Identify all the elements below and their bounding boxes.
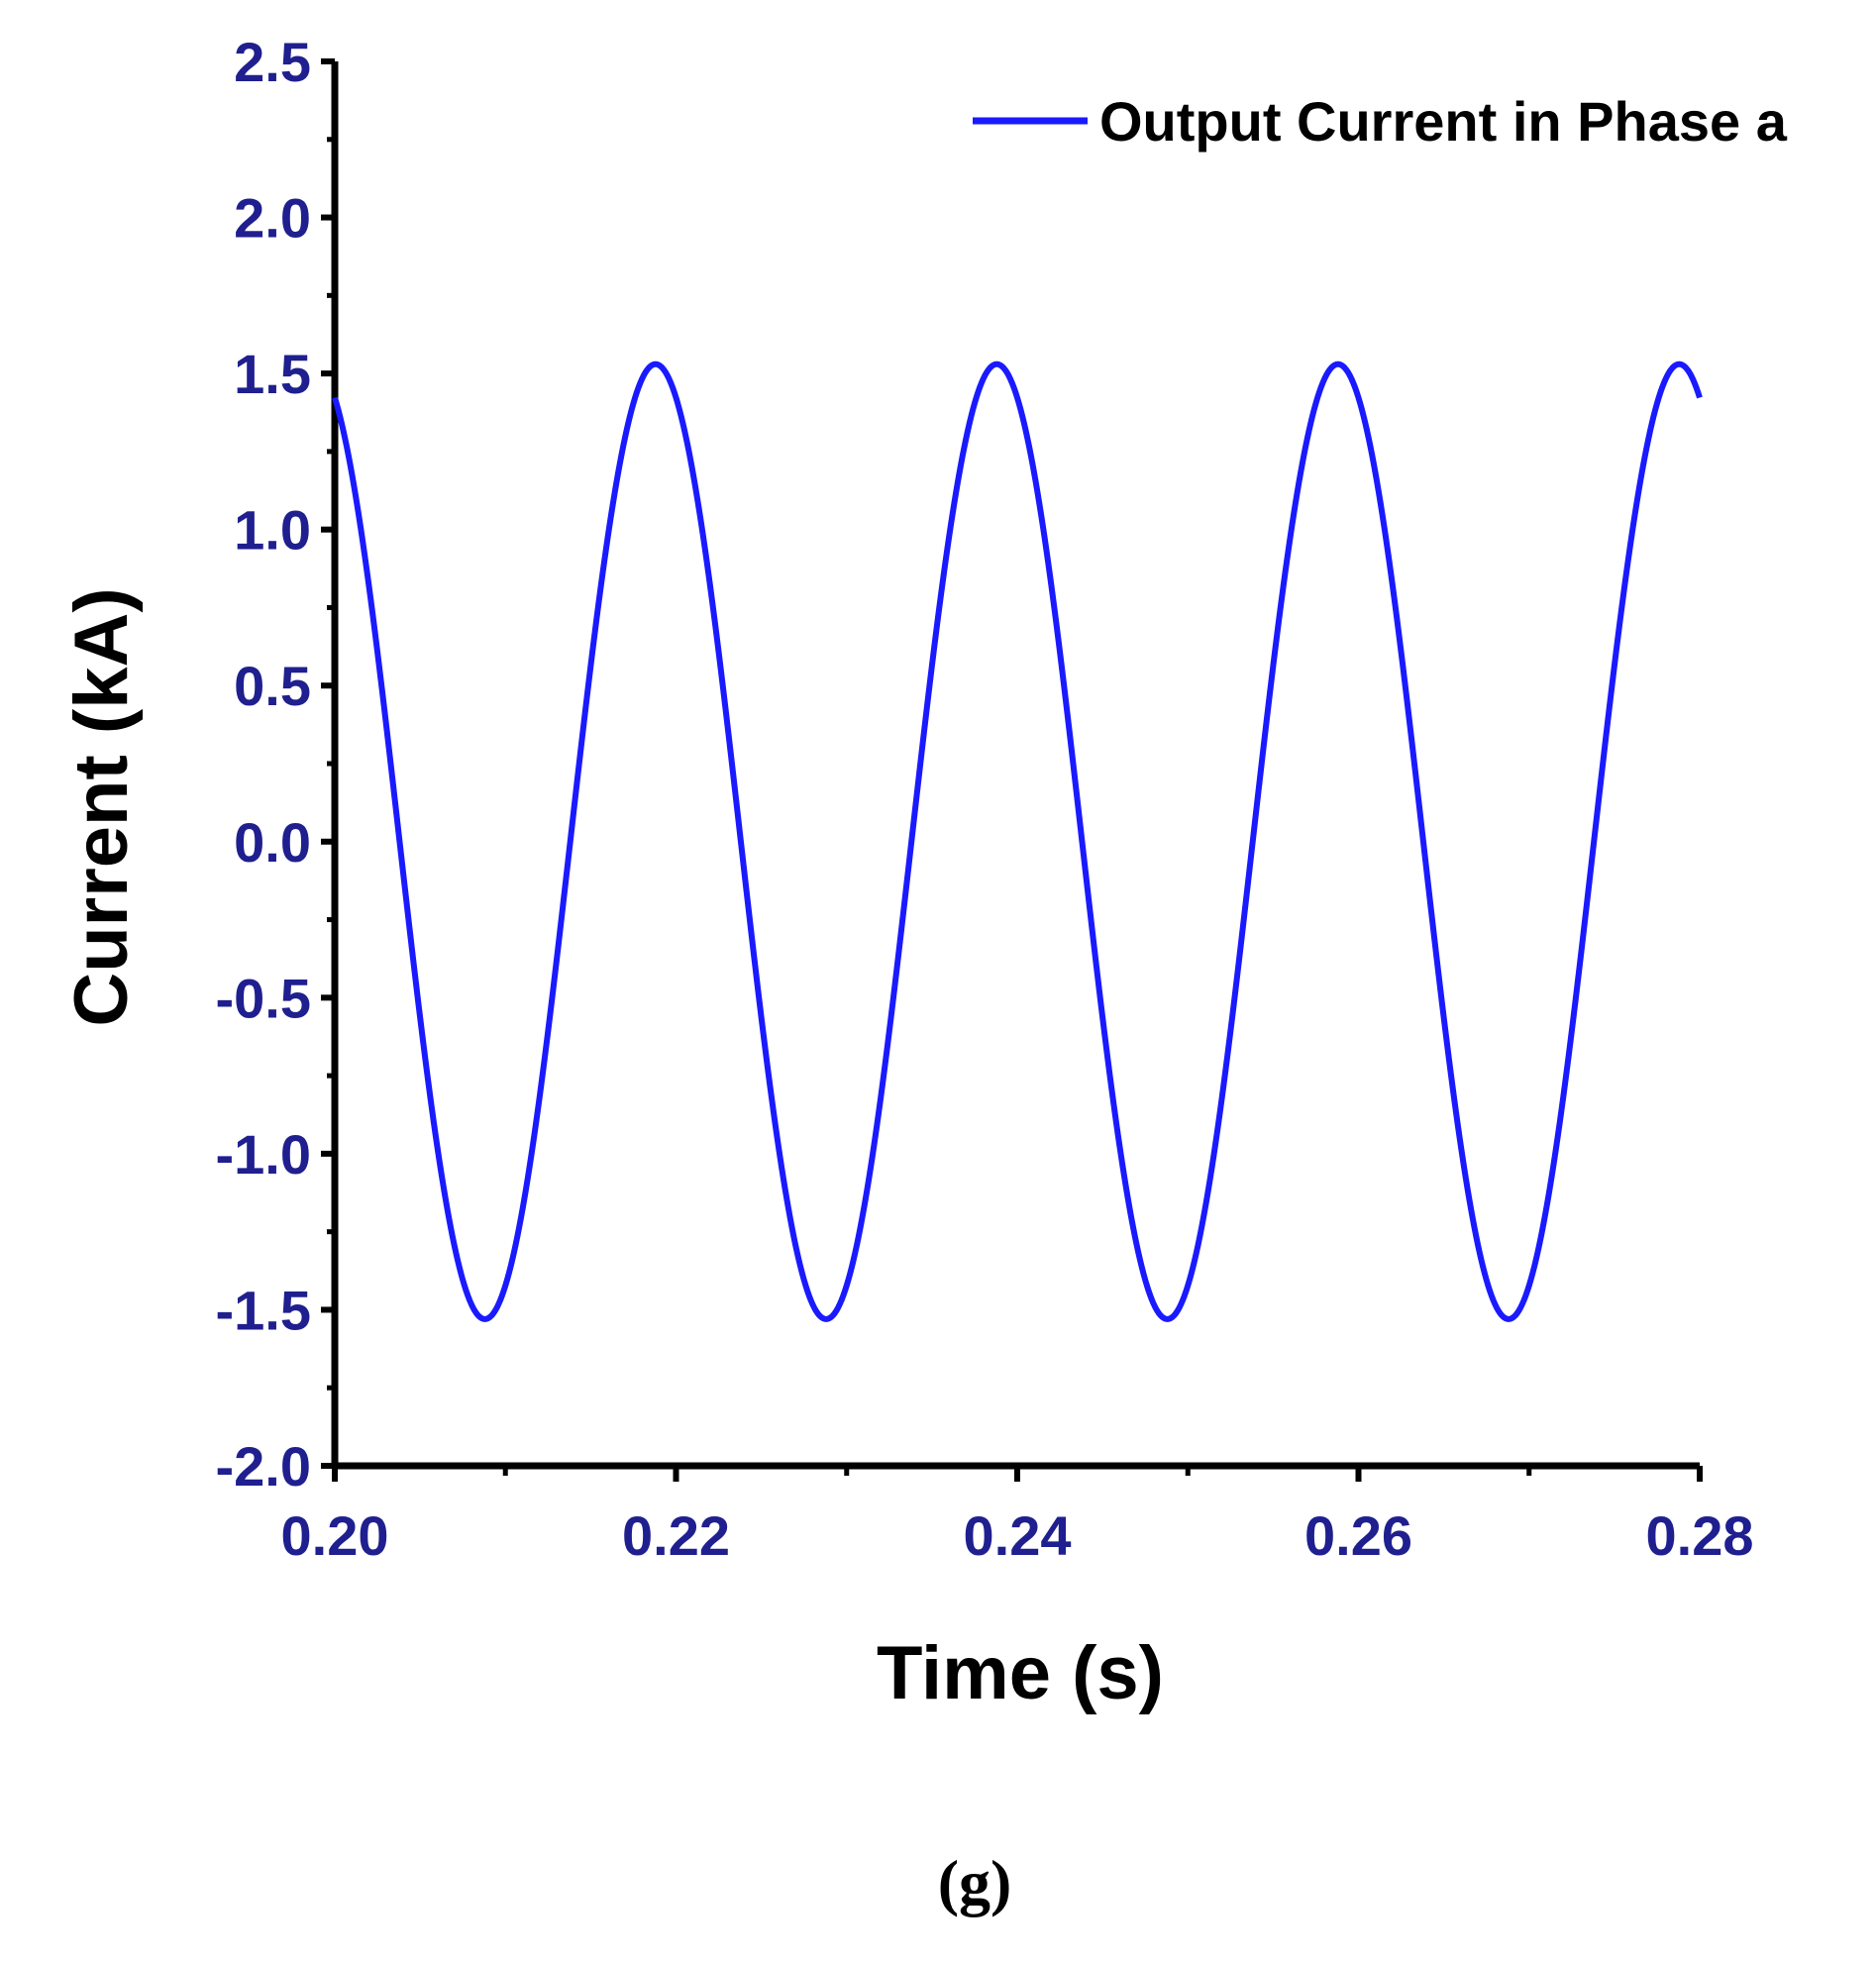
y-tick-label: 2.5 (234, 31, 311, 93)
y-tick-label: -0.5 (216, 967, 312, 1029)
x-tick-label: 0.26 (1304, 1504, 1412, 1567)
y-tick-label: 0.5 (234, 655, 311, 717)
x-tick-label: 0.20 (281, 1504, 389, 1567)
x-tick-label: 0.28 (1646, 1504, 1754, 1567)
legend: Output Current in Phase a (973, 90, 1788, 153)
y-tick-label: -2.0 (216, 1435, 312, 1498)
x-tick-label: 0.24 (964, 1504, 1072, 1567)
y-axis-title: Current (kA) (59, 587, 144, 1026)
y-tick-label: 2.0 (234, 187, 311, 250)
y-tick-label: 1.5 (234, 343, 311, 405)
y-tick-label: 1.0 (234, 499, 311, 562)
y-tick-label: 0.0 (234, 811, 311, 874)
y-tick-label: -1.5 (216, 1279, 312, 1341)
y-axis-ticks: 2.5 2.0 1.5 1.0 0.5 0.0 -0.5 -1.0 -1.5 -2.0 (216, 31, 335, 1498)
legend-label: Output Current in Phase a (1099, 90, 1788, 153)
axes (331, 61, 1700, 1470)
series-lines (332, 361, 1703, 1322)
series-line (332, 361, 1703, 1322)
x-axis-title: Time (s) (877, 1631, 1164, 1715)
y-tick-label: -1.0 (216, 1123, 312, 1186)
panel-label: (g) (938, 1847, 1012, 1917)
x-tick-label: 0.22 (622, 1504, 730, 1567)
x-axis-ticks: 0.20 0.22 0.24 0.26 0.28 (281, 1466, 1754, 1567)
